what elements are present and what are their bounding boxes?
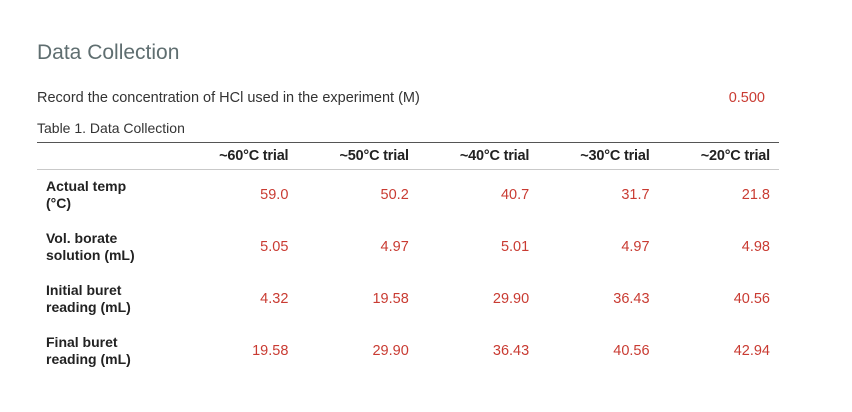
hcl-concentration-label: Record the concentration of HCl used in … bbox=[37, 90, 420, 106]
cell-value[interactable]: 36.43 bbox=[613, 291, 650, 307]
row-label-line: (°C) bbox=[46, 195, 72, 212]
column-header: ~50°C trial bbox=[297, 143, 418, 170]
row-label-line: solution (mL) bbox=[46, 247, 135, 263]
column-header: ~30°C trial bbox=[538, 143, 659, 170]
cell-value[interactable]: 21.8 bbox=[741, 187, 770, 204]
row-label-line: reading (mL) bbox=[46, 351, 131, 367]
cell-value[interactable]: 4.97 bbox=[621, 239, 650, 255]
data-collection-table: ~60°C trial ~50°C trial ~40°C trial ~30°… bbox=[37, 143, 779, 377]
cell-value[interactable]: 50.2 bbox=[380, 187, 409, 204]
row-label-line: Initial buret bbox=[46, 282, 122, 298]
hcl-concentration-row: Record the concentration of HCl used in … bbox=[37, 90, 777, 106]
cell-value[interactable]: 59.0 bbox=[260, 187, 289, 204]
cell-value[interactable]: 19.58 bbox=[372, 291, 409, 307]
cell-value[interactable]: 4.97 bbox=[380, 239, 409, 255]
row-label: Initial buret reading (mL) bbox=[37, 273, 177, 325]
cell-value[interactable]: 19.58 bbox=[252, 343, 289, 359]
column-header: ~20°C trial bbox=[658, 143, 779, 170]
row-label-line: Final buret bbox=[46, 334, 118, 350]
column-header: ~40°C trial bbox=[417, 143, 539, 170]
cell-value[interactable]: 31.7 bbox=[621, 187, 650, 204]
cell-value[interactable]: 40.56 bbox=[613, 343, 650, 359]
row-label-line: reading (mL) bbox=[46, 299, 131, 315]
column-header: ~60°C trial bbox=[177, 143, 298, 170]
cell-value[interactable]: 5.05 bbox=[260, 239, 289, 255]
cell-value[interactable]: 29.90 bbox=[372, 343, 409, 359]
row-label-line: Vol. borate bbox=[46, 230, 118, 246]
data-table-container: ~60°C trial ~50°C trial ~40°C trial ~30°… bbox=[37, 142, 779, 377]
header-corner bbox=[37, 143, 177, 170]
row-label: Actual temp (°C) bbox=[37, 169, 177, 221]
hcl-concentration-value[interactable]: 0.500 bbox=[728, 90, 765, 106]
row-label: Vol. borate solution (mL) bbox=[37, 221, 177, 273]
cell-value[interactable]: 42.94 bbox=[733, 343, 770, 359]
table-row: Vol. borate solution (mL) 5.05 4.97 5.01… bbox=[37, 221, 779, 273]
cell-value[interactable]: 29.90 bbox=[492, 291, 530, 307]
cell-value[interactable]: 5.01 bbox=[500, 239, 530, 255]
table-row: Actual temp (°C) 59.0 50.2 40.7 31.7 21.… bbox=[37, 169, 779, 221]
row-label: Final buret reading (mL) bbox=[37, 325, 177, 377]
table-caption: Table 1. Data Collection bbox=[37, 120, 185, 136]
cell-value[interactable]: 4.98 bbox=[741, 239, 770, 255]
cell-value[interactable]: 36.43 bbox=[492, 343, 530, 359]
cell-value[interactable]: 40.56 bbox=[733, 291, 770, 307]
cell-value[interactable]: 40.7 bbox=[500, 187, 530, 204]
table-row: Initial buret reading (mL) 4.32 19.58 29… bbox=[37, 273, 779, 325]
section-title: Data Collection bbox=[37, 41, 180, 64]
cell-value[interactable]: 4.32 bbox=[260, 291, 289, 307]
table-row: Final buret reading (mL) 19.58 29.90 36.… bbox=[37, 325, 779, 377]
table-header-row: ~60°C trial ~50°C trial ~40°C trial ~30°… bbox=[37, 143, 779, 170]
row-label-line: Actual temp bbox=[46, 178, 127, 195]
